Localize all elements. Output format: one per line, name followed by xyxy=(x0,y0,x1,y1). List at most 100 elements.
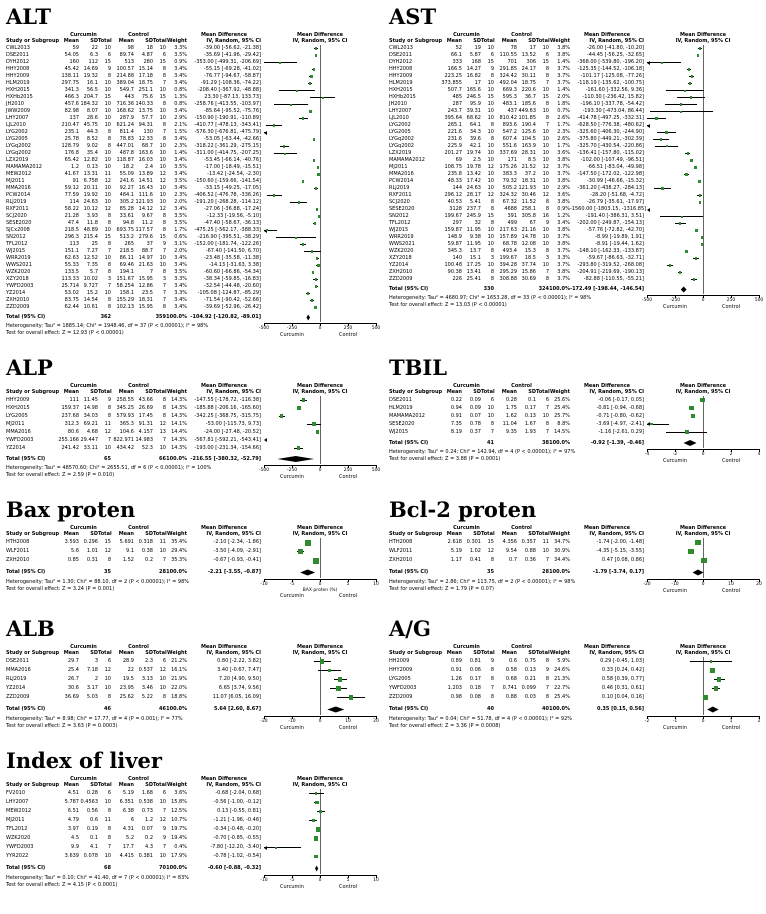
sd1-cell: 15.1 xyxy=(469,255,481,261)
plot-cell xyxy=(264,192,376,199)
zero-line xyxy=(703,657,704,715)
mean1-cell: 345.3 xyxy=(447,248,462,254)
sd2-cell: SD xyxy=(145,782,153,788)
mean2-cell: 68.78 xyxy=(502,241,517,247)
ci-text-cell: -185.88 [-206.16, -165.60] xyxy=(194,405,261,411)
sd1-cell: 0.37 xyxy=(469,429,481,435)
sd1-cell: 42.1 xyxy=(469,143,481,149)
n1-cell: 8 xyxy=(490,136,494,142)
column-header-row: Study or Subgroup Mean SD Total Mean SD Total W… xyxy=(389,38,760,45)
study-cell: SN2012 xyxy=(389,213,409,219)
mean1-cell: Mean xyxy=(446,389,462,395)
study-cell: HHY2009 xyxy=(389,667,413,673)
study-row: LZX2019 65.42 12.82 10 118.87 16.03 10 3.4% -53.… xyxy=(6,157,377,164)
sd2-cell: 14.78 xyxy=(521,234,536,240)
weight-cell: 14.3% xyxy=(171,405,187,411)
sd2-cell: 9.67 xyxy=(141,213,153,219)
effect-marker xyxy=(680,215,683,218)
mean1-cell: 52 xyxy=(455,45,462,51)
sd1-cell: 215.4 xyxy=(83,234,98,240)
mean2-cell: 86.11 xyxy=(119,255,134,261)
ci-text-cell: -14.13 [-31.63, 3.38] xyxy=(208,262,261,268)
sd2-cell: 0.03 xyxy=(524,694,536,700)
n1-cell: 35 xyxy=(104,569,111,575)
footnotes: Heterogeneity: Tau² = 2.86; Chi² = 113.7… xyxy=(389,579,644,595)
n2-cell: 8 xyxy=(545,199,549,205)
mean2-cell: 155.29 xyxy=(116,297,135,303)
mean2-cell: 0.741 xyxy=(502,685,517,691)
plot-cell xyxy=(264,420,376,428)
axis-tick xyxy=(758,449,760,452)
n1-cell: 10 xyxy=(104,80,111,86)
weight-cell: 3.4% xyxy=(174,185,187,191)
sd1-cell: SD xyxy=(473,38,481,44)
weight-cell: 100.0% xyxy=(549,706,570,712)
sd2-cell: 26.69 xyxy=(138,405,153,411)
plot-cell xyxy=(264,94,376,101)
ci-text-cell: 7.20 [4.90, 9.50] xyxy=(218,676,261,682)
sd2-cell: 21.16 xyxy=(521,227,536,233)
axis-group-label-right: Control xyxy=(721,588,741,594)
ci-text-cell: -60.60 [-66.86, -54.34] xyxy=(203,269,261,275)
weight-cell: 21.3% xyxy=(554,676,570,682)
overall-effect-note: Test for overall effect: Z = 2.59 (P = 0… xyxy=(6,471,115,478)
panel-title: TBIL xyxy=(389,355,447,380)
sd2-cell: 121.93 xyxy=(518,185,537,191)
n1-cell: 8 xyxy=(107,143,111,149)
weight-cell: 15.8% xyxy=(171,799,187,805)
ci-text-cell: -196.10 [-337.78, -54.42] xyxy=(580,101,644,107)
weight-cell: Weight xyxy=(550,531,570,537)
mean1-cell: 235.8 xyxy=(447,171,462,177)
panel-title: Bax proten xyxy=(6,497,136,522)
study-cell: HHY2009 xyxy=(389,73,413,79)
mean1-cell: 113.33 xyxy=(61,276,80,282)
mean1-cell: 237.68 xyxy=(61,413,80,419)
plot-cell xyxy=(647,255,759,262)
plot-cell xyxy=(647,192,759,199)
mean1-cell: 312.3 xyxy=(64,421,79,427)
sd1-cell: 5.03 xyxy=(86,694,98,700)
sd1-cell: 13.42 xyxy=(466,171,481,177)
plot-cell: IV, Random, 95% CI xyxy=(675,38,731,44)
sd2-cell: 306 xyxy=(526,59,536,65)
effect-marker xyxy=(279,414,284,418)
plot-cell xyxy=(647,52,759,59)
mean1-cell: 36.69 xyxy=(64,694,79,700)
panel-footer: Heterogeneity: Tau² = 1.30; Chi² = 88.10… xyxy=(6,579,379,600)
study-cell: HHY2008 xyxy=(389,66,413,72)
plot-cell xyxy=(647,262,759,269)
weight-cell: 3.7% xyxy=(557,80,570,86)
sd2-cell: 37.74 xyxy=(521,262,536,268)
plot-cell xyxy=(264,843,376,852)
sd2-cell: 94.31 xyxy=(138,122,153,128)
n1-cell: Total xyxy=(98,782,112,788)
sd1-cell: 5.87 xyxy=(469,52,481,58)
group1-header: Curcumin xyxy=(70,644,97,650)
plot-cell xyxy=(264,444,376,452)
effect-marker xyxy=(312,422,316,426)
weight-cell: 100.0% xyxy=(549,569,570,575)
mean2-cell: 6 xyxy=(130,817,134,823)
weight-cell: 2.3% xyxy=(174,192,187,198)
study-cell: ZZD2009 xyxy=(389,276,413,282)
sd2-cell: 18.75 xyxy=(138,80,153,86)
study-row: LZX2019 201.27 19.74 10 337.69 28.31 10 3.6% -13… xyxy=(389,150,760,157)
sd2-cell: 3.46 xyxy=(141,685,153,691)
ci-text-cell: -202.00 [-249.87, -154.13] xyxy=(577,220,644,226)
n1-cell: Total xyxy=(98,650,112,656)
effect-marker xyxy=(698,47,702,50)
study-cell: SCJ2020 xyxy=(6,213,27,219)
axis-tick-label: -250 xyxy=(669,298,681,303)
plot-cell xyxy=(647,157,759,164)
mean1-cell: 3.593 xyxy=(64,539,79,545)
study-cell: LJL2010 xyxy=(6,122,26,128)
n2-cell: Total xyxy=(536,650,550,656)
mean2-cell: 0.6 xyxy=(509,658,517,664)
plot-cell xyxy=(264,825,376,834)
study-row: WZK2020 133.5 5.7 8 194.1 7 8 3.5% -60.60 [-66.8… xyxy=(6,269,377,276)
plot-cell: IV, Random, 95% CI xyxy=(292,650,348,656)
n1-cell: 6 xyxy=(107,52,111,58)
sd1-cell: 39.6 xyxy=(469,136,481,142)
ci-text-cell: -0.34 [-0.48, -0.20] xyxy=(213,826,261,832)
study-cell: Total (95% CI) xyxy=(389,569,429,575)
